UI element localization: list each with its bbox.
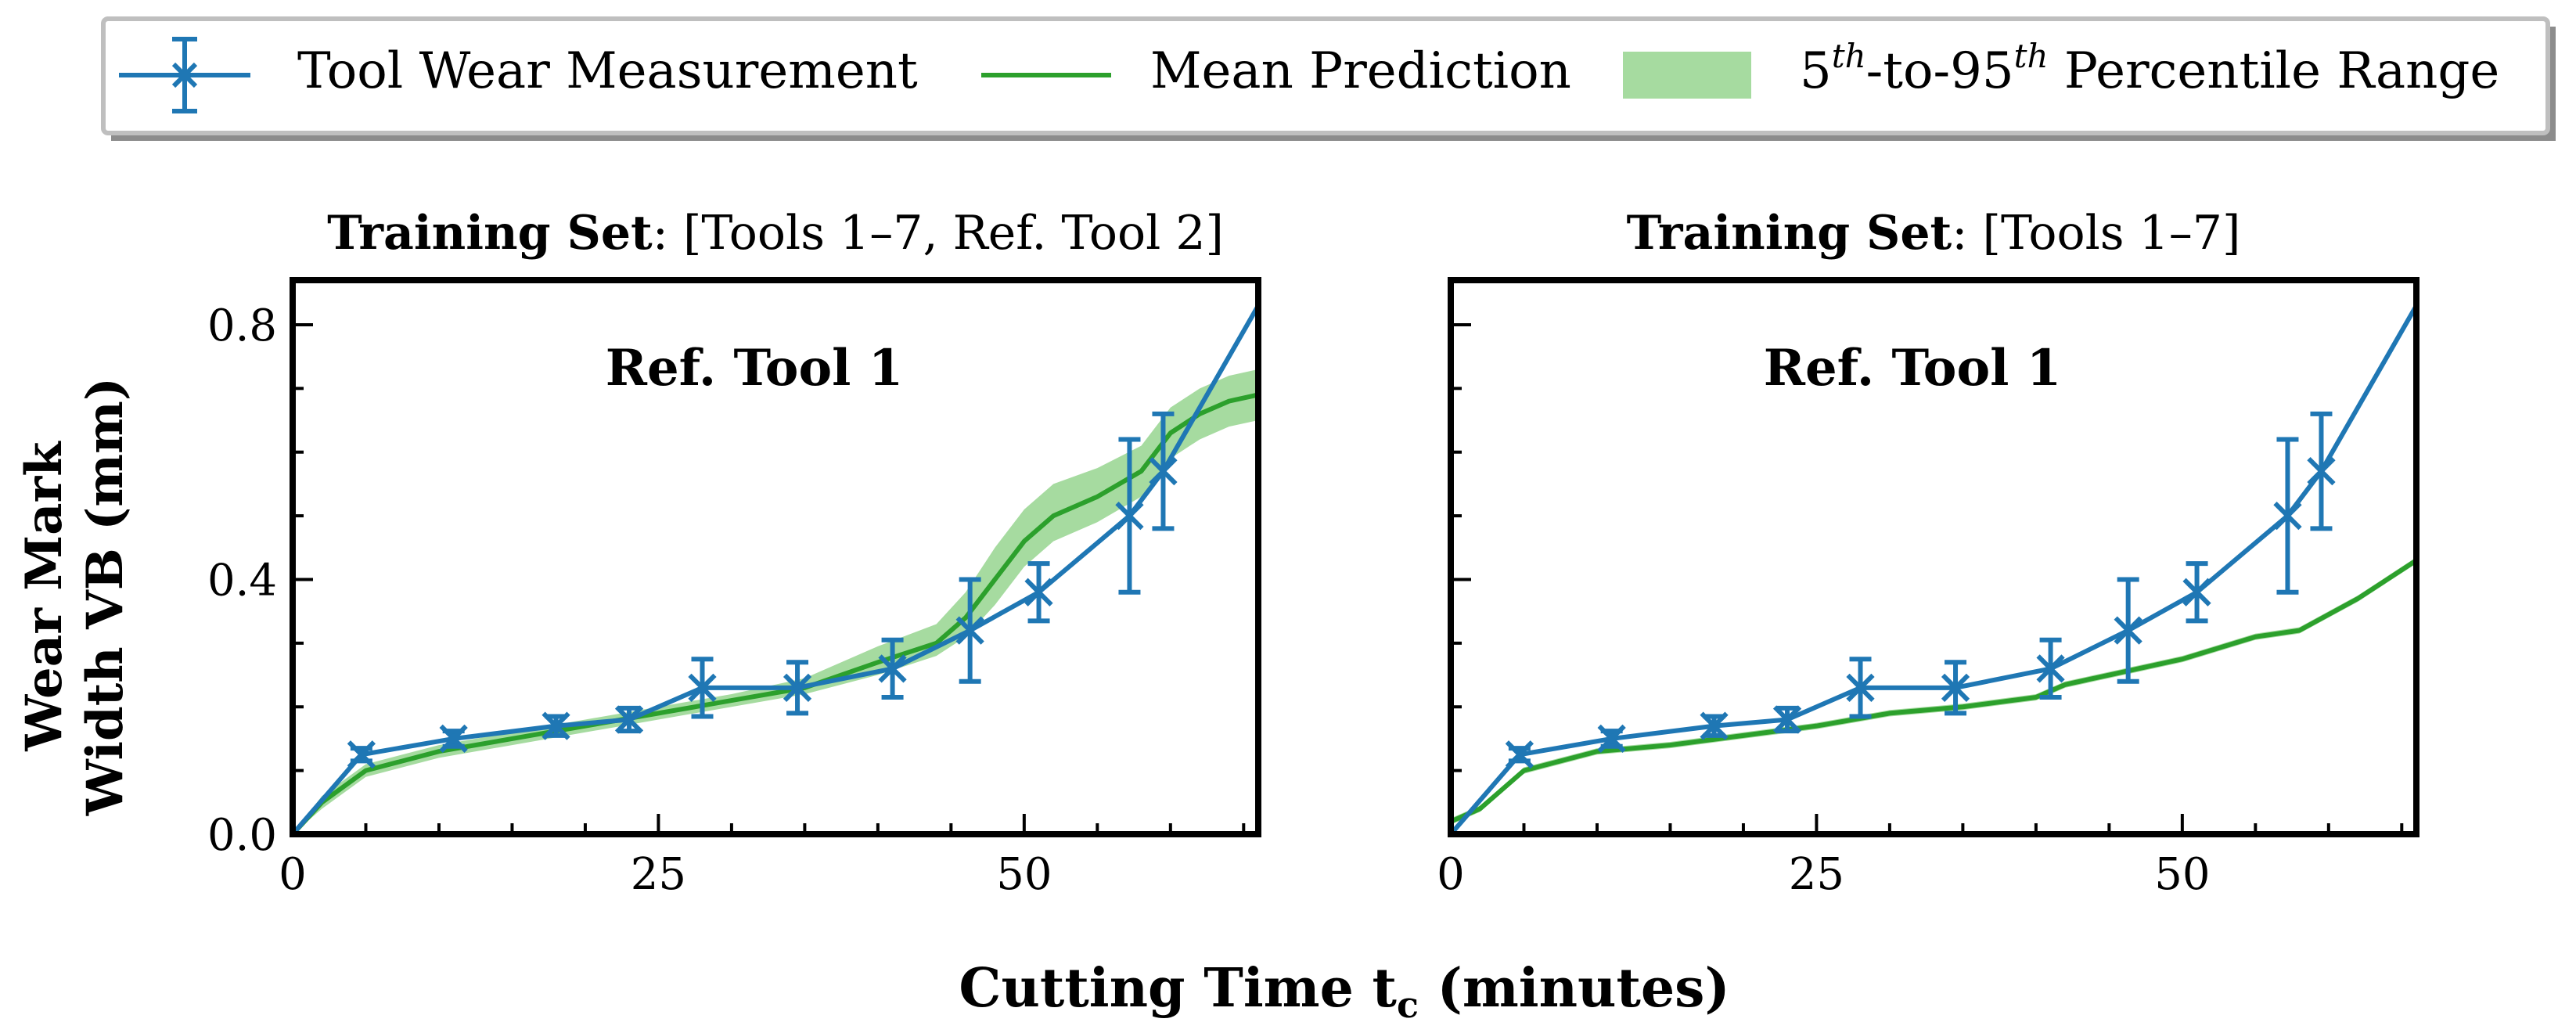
- measurement-point: [878, 637, 907, 700]
- x-marker-stroke: [1597, 724, 1626, 754]
- measurement-point: [439, 724, 468, 754]
- x-marker-stroke: [1149, 457, 1178, 486]
- measurement-point: [1772, 705, 1802, 734]
- legend-measurement-marker: [119, 37, 250, 113]
- legend-band-prefix: 5: [1800, 42, 1832, 100]
- x-marker-stroke: [2036, 654, 2065, 683]
- measurement-point: [2114, 577, 2142, 684]
- measurement-point: [1505, 740, 1534, 769]
- x-marker-stroke: [783, 673, 812, 702]
- legend-band-label: 5th-to-95th Percentile Range: [1800, 37, 2499, 100]
- legend-band-swatch: [1623, 52, 1751, 99]
- mean-prediction-line: [1449, 558, 2418, 824]
- x-marker-stroke: [2307, 457, 2336, 486]
- measurement-point: [347, 740, 376, 769]
- y-tick-label: 0.4: [207, 555, 277, 606]
- measurement-point: [783, 660, 812, 716]
- x-marker-stroke: [347, 740, 376, 769]
- measurement-point: [1597, 724, 1626, 754]
- legend-box: [101, 16, 2550, 135]
- measurement-point: [2307, 411, 2336, 531]
- x-marker-stroke: [1024, 578, 1053, 606]
- legend-measurement-label: Tool Wear Measurement: [297, 42, 918, 100]
- x-marker-stroke: [2273, 501, 2302, 531]
- measurement-point: [1700, 711, 1729, 740]
- y-tick-label: 0.8: [207, 301, 277, 351]
- panel-right: Training Set: [Tools 1–7] 0 25 50 Ref. Tool …: [1437, 206, 2419, 900]
- x-tick-label: 25: [631, 849, 686, 900]
- panel-title-rest: : [Tools 1–7]: [1952, 206, 2240, 261]
- plot-frame: [290, 277, 1261, 837]
- legend-prediction-label: Mean Prediction: [1150, 42, 1571, 100]
- panel-left: Training Set: [Tools 1–7, Ref. Tool 2] 0 2…: [207, 206, 1261, 900]
- x-tick-label: 0: [1437, 849, 1465, 900]
- measurement-point: [955, 577, 984, 684]
- panel-title: Training Set: [Tools 1–7, Ref. Tool 2]: [327, 206, 1224, 261]
- plot-frame: [1448, 277, 2419, 837]
- x-marker-stroke: [2114, 616, 2142, 645]
- legend-band-mid: -to-95: [1866, 42, 2014, 100]
- x-marker-stroke: [1846, 673, 1875, 702]
- measurement-point: [1024, 561, 1053, 624]
- x-marker-stroke: [2182, 578, 2211, 606]
- percentile-band: [293, 369, 1258, 834]
- panel-annotation: Ref. Tool 1: [606, 339, 904, 398]
- measurement-point: [1846, 657, 1875, 719]
- panel-title: Training Set: [Tools 1–7]: [1627, 206, 2241, 261]
- x-marker-stroke: [541, 711, 570, 740]
- x-tick-label: 50: [2154, 849, 2210, 900]
- legend-band-suffix: Percentile Range: [2049, 42, 2500, 100]
- measurement-point: [2036, 637, 2065, 700]
- measurement-point: [1941, 660, 1970, 716]
- x-marker-stroke: [1115, 501, 1144, 531]
- measurement-point: [2273, 437, 2302, 595]
- x-marker-stroke: [614, 705, 644, 734]
- x-marker-stroke: [878, 654, 907, 683]
- y-tick-label: 0.0: [207, 810, 277, 861]
- x-marker-stroke: [955, 616, 984, 645]
- panel-title-bold: Training Set: [1627, 206, 1952, 261]
- x-marker-stroke: [1505, 740, 1534, 769]
- x-tick-label: 50: [996, 849, 1052, 900]
- panel-title-rest: : [Tools 1–7, Ref. Tool 2]: [653, 206, 1224, 261]
- x-marker-stroke: [1700, 711, 1729, 740]
- x-tick-label: 25: [1789, 849, 1844, 900]
- y-axis-label-line1: Wear Mark: [15, 441, 74, 752]
- x-axis-label: Cutting Time tc (minutes): [959, 957, 1729, 1026]
- x-marker-stroke: [1941, 673, 1970, 702]
- legend: Tool Wear Measurement Mean Prediction 5t…: [101, 16, 2556, 141]
- panel-title-bold: Training Set: [327, 206, 653, 261]
- y-axis-label-line2: Width VB (mm): [76, 377, 135, 816]
- x-axis-label-sub: c: [1397, 984, 1419, 1026]
- x-axis-label-suffix: (minutes): [1419, 957, 1730, 1020]
- measurement-point: [614, 705, 644, 734]
- panel-annotation: Ref. Tool 1: [1764, 339, 2062, 398]
- x-marker-stroke: [439, 724, 468, 754]
- measurement-point: [541, 711, 570, 740]
- x-axis-label-prefix: Cutting Time t: [959, 957, 1397, 1020]
- x-marker-stroke: [1772, 705, 1802, 734]
- measurement-point: [1149, 411, 1178, 531]
- legend-band-sup2: th: [2014, 37, 2049, 75]
- measurement-point: [688, 657, 717, 719]
- x-tick-label: 0: [279, 849, 307, 900]
- measurement-point: [2182, 561, 2211, 624]
- x-marker-stroke: [688, 673, 717, 702]
- measurement-point: [1115, 437, 1144, 595]
- legend-band-sup1: th: [1832, 37, 1866, 75]
- percentile-band: [1451, 557, 2416, 825]
